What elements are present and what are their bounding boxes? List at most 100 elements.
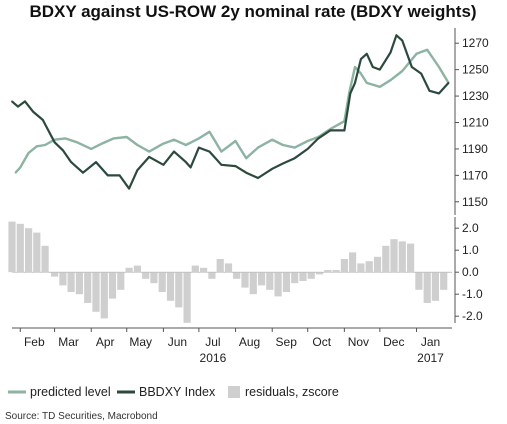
bbdxy-index-point xyxy=(410,66,413,68)
residual-bar xyxy=(33,232,41,273)
x-tick-label: Jan xyxy=(421,335,440,349)
predicted-level-point xyxy=(173,138,175,141)
residual-bar xyxy=(332,270,340,273)
level-y-tick-label: 1170 xyxy=(462,168,488,182)
legend: predicted level BBDXY Index residuals, z… xyxy=(8,385,339,399)
bbdxy-index-point xyxy=(41,119,44,121)
predicted-level-point xyxy=(14,171,17,174)
x-year-label: 2016 xyxy=(200,351,227,365)
legend-swatch-residuals xyxy=(228,386,240,398)
predicted-level-point xyxy=(426,48,429,51)
residual-bar xyxy=(299,272,307,281)
predicted-level-point xyxy=(198,137,200,140)
x-tick-label: Apr xyxy=(96,335,115,349)
predicted-level-point xyxy=(293,146,296,149)
bbdxy-index-point xyxy=(32,111,35,113)
residual-bar xyxy=(200,267,208,273)
x-axis: Feb Mar Apr May Jun Jul Aug Sep Oct Nov Dec Jan 2016… xyxy=(12,327,452,365)
bbdxy-index-point xyxy=(365,52,368,55)
residual-bar xyxy=(282,272,290,292)
residual-bar xyxy=(398,241,406,273)
residual-bar xyxy=(440,272,448,290)
predicted-level-point xyxy=(27,152,30,154)
residual-bar xyxy=(307,272,315,279)
bbdxy-index-point xyxy=(420,72,423,75)
bbdxy-index-point xyxy=(360,58,362,60)
residual-bar xyxy=(216,259,224,273)
bbdxy-index-point xyxy=(354,82,356,84)
bbdxy-index-point xyxy=(257,177,259,179)
predicted-level-point xyxy=(208,130,211,133)
predicted-level-point xyxy=(245,157,248,160)
legend-label-predicted: predicted level xyxy=(30,385,111,399)
bbdxy-index-point xyxy=(293,157,296,160)
residual-bar xyxy=(100,272,108,319)
residual-bar xyxy=(191,265,199,273)
predicted-level-point xyxy=(162,142,165,145)
residuals-y-tick-label: -2.0 xyxy=(462,309,483,323)
level-y-tick-label: 1150 xyxy=(462,195,488,209)
bbdxy-index-point xyxy=(185,161,187,164)
predicted-level-point xyxy=(64,137,67,140)
predicted-level-point xyxy=(378,85,381,88)
residual-bar xyxy=(183,272,191,323)
predicted-level-point xyxy=(185,144,187,146)
predicted-level-point xyxy=(354,66,356,68)
predicted-level-point xyxy=(306,140,309,142)
bbdxy-index-point xyxy=(378,68,381,71)
residual-bar xyxy=(423,272,431,303)
residuals-y-tick-label: 1.0 xyxy=(462,243,479,257)
bbdxy-index-point xyxy=(389,51,392,54)
predicted-level-point xyxy=(438,66,440,68)
bbdxy-index-point xyxy=(24,100,26,103)
bbdxy-index-point xyxy=(317,137,320,140)
x-tick-label: Oct xyxy=(312,335,331,349)
residual-bar xyxy=(249,272,257,295)
bbdxy-index-point xyxy=(95,161,97,164)
x-tick-label: Jun xyxy=(168,335,187,349)
bbdxy-index-point xyxy=(136,169,139,172)
x-tick-label: May xyxy=(129,335,152,349)
predicted-level-point xyxy=(220,150,223,153)
level-y-tick-label: 1250 xyxy=(462,63,489,77)
x-tick-label: Nov xyxy=(348,335,369,349)
residual-bar xyxy=(108,272,117,299)
residual-bar xyxy=(150,272,158,284)
bbdxy-index-point xyxy=(282,162,284,165)
residual-bar xyxy=(224,263,233,273)
residual-bar xyxy=(59,272,67,286)
residual-bar xyxy=(8,221,16,273)
predicted-level-point xyxy=(282,144,284,146)
x-tick-label: Sep xyxy=(276,335,298,349)
predicted-level-point xyxy=(360,72,362,75)
residual-bar xyxy=(431,272,439,301)
bbdxy-index-point xyxy=(447,82,450,84)
predicted-level-point xyxy=(76,141,78,144)
predicted-level-point xyxy=(148,150,151,153)
residual-bar xyxy=(158,272,166,292)
bbdxy-index-point xyxy=(306,148,309,150)
residuals-y-tick-label: 0.0 xyxy=(462,265,479,279)
bbdxy-index-point xyxy=(428,89,431,92)
bbdxy-index-point xyxy=(53,141,56,144)
bbdxy-index-point xyxy=(11,100,13,103)
residual-bar xyxy=(365,261,373,273)
residual-bar xyxy=(67,272,75,292)
residual-bar xyxy=(340,259,348,273)
x-tick-label: Aug xyxy=(239,335,260,349)
legend-label-index: BBDXY Index xyxy=(139,385,216,399)
residual-bar xyxy=(233,272,241,279)
level-y-tick-label: 1210 xyxy=(462,116,489,130)
residual-bar xyxy=(25,228,33,273)
bbdxy-index-point xyxy=(198,146,200,149)
predicted-level-point xyxy=(125,136,128,138)
legend-label-residuals: residuals, zscore xyxy=(245,385,339,399)
x-tick-label: Mar xyxy=(58,335,79,349)
bbdxy-index-point xyxy=(82,171,84,174)
chart-title: BDXY against US-ROW 2y nominal rate (BDX… xyxy=(29,2,476,21)
predicted-level-point xyxy=(90,148,93,150)
level-y-tick-label: 1270 xyxy=(462,36,489,50)
residual-bar xyxy=(373,256,382,273)
residual-bar xyxy=(382,245,390,273)
